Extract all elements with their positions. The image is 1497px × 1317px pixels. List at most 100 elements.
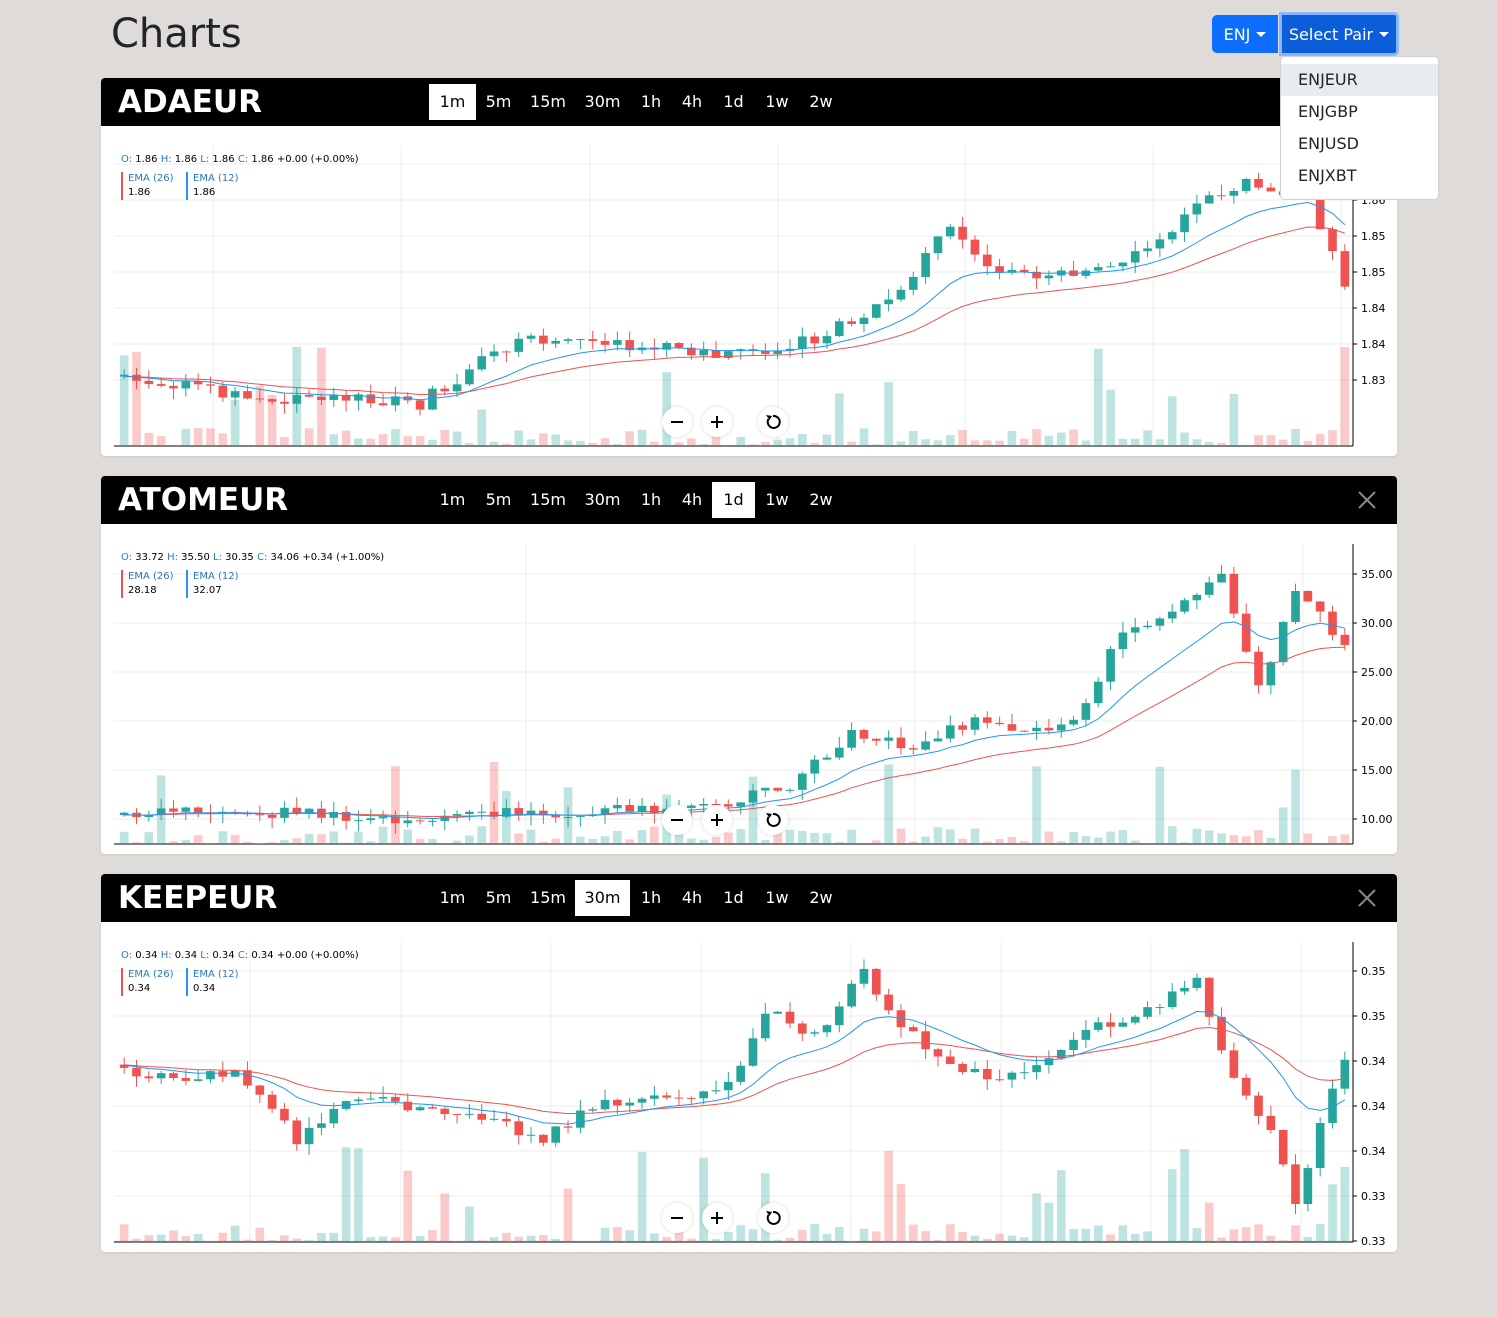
dropdown-item-enjusd[interactable]: ENJUSD xyxy=(1298,134,1359,153)
pair-select-button[interactable]: Select Pair xyxy=(1279,12,1399,56)
zoom-out-button[interactable] xyxy=(662,805,692,835)
reset-icon xyxy=(766,414,781,429)
timeframe-button-1h[interactable]: 1h xyxy=(640,490,662,509)
candle xyxy=(933,236,943,254)
volume-bar xyxy=(1204,830,1214,844)
timeframe-button-1h[interactable]: 1h xyxy=(640,888,662,907)
price-chart[interactable]: 35.00 30.00 25.00 20.00 15.00 10.00 xyxy=(101,524,1397,854)
volume-bar xyxy=(1303,833,1313,844)
volume-bar xyxy=(1019,841,1029,844)
y-tick-label: 35.00 xyxy=(1361,568,1393,581)
timeframe-button-1d[interactable]: 1d xyxy=(723,92,744,111)
zoom-in-button[interactable] xyxy=(702,407,732,437)
timeframe-button-2w[interactable]: 2w xyxy=(809,490,833,509)
candle xyxy=(280,1108,289,1121)
timeframe-button-4h[interactable]: 4h xyxy=(681,888,703,907)
volume-bar xyxy=(1278,1240,1288,1242)
timeframe-button-1w[interactable]: 1w xyxy=(765,92,789,111)
zoom-out-button[interactable] xyxy=(662,407,692,437)
candle xyxy=(1155,239,1165,249)
zoom-in-button[interactable] xyxy=(702,1203,732,1233)
timeframe-button-4h[interactable]: 4h xyxy=(681,92,703,111)
zoom-in-button[interactable] xyxy=(702,805,732,835)
timeframe-button-30m[interactable]: 30m xyxy=(584,92,621,111)
volume-bar xyxy=(945,435,955,446)
dropdown-item-enjxbt[interactable]: ENJXBT xyxy=(1298,166,1357,185)
reset-zoom-button[interactable] xyxy=(758,1203,788,1233)
timeframe-button-1m[interactable]: 1m xyxy=(439,888,466,907)
candle xyxy=(724,804,733,807)
timeframe-button-1w[interactable]: 1w xyxy=(765,888,789,907)
zoom-out-button[interactable] xyxy=(662,1203,692,1233)
candle xyxy=(341,394,351,401)
timeframe-button-1d[interactable]: 1d xyxy=(723,888,744,907)
timeframe-button-15m[interactable]: 15m xyxy=(530,888,566,907)
timeframe-button-5m[interactable]: 5m xyxy=(485,888,512,907)
timeframe-button-1h[interactable]: 1h xyxy=(640,92,662,111)
reset-zoom-button[interactable] xyxy=(758,805,788,835)
reset-zoom-button[interactable] xyxy=(758,407,788,437)
candle xyxy=(304,808,314,814)
timeframe-button-1d[interactable]: 1d xyxy=(712,482,755,518)
candle xyxy=(391,396,400,406)
candle xyxy=(1266,1115,1276,1130)
candle xyxy=(871,968,881,995)
candle xyxy=(1007,724,1017,731)
timeframe-button-30m[interactable]: 30m xyxy=(584,490,621,509)
coin-select-button[interactable]: ENJ xyxy=(1212,15,1278,53)
dropdown-item-enjgbp[interactable]: ENJGBP xyxy=(1298,102,1358,121)
volume-bar xyxy=(588,442,598,446)
candle xyxy=(502,808,511,817)
timeframe-button-1m[interactable]: 1m xyxy=(439,490,466,509)
candle xyxy=(600,1099,610,1110)
timeframe-button-15m[interactable]: 15m xyxy=(530,490,566,509)
candle xyxy=(514,1121,524,1136)
ema-12-label: EMA (12) xyxy=(193,969,239,980)
candle xyxy=(859,729,869,739)
candle xyxy=(1254,178,1263,188)
volume-bar xyxy=(206,843,215,844)
chart-header: ATOMEUR 1m 5m 15m 30m 1h 4h 1d 1w 2w xyxy=(101,476,1397,524)
candle xyxy=(613,340,622,345)
volume-bar xyxy=(144,1235,154,1242)
timeframe-button-4h[interactable]: 4h xyxy=(681,490,703,509)
volume-bar xyxy=(773,1239,782,1242)
ohlc-high-label: H: xyxy=(160,154,172,165)
volume-bar xyxy=(810,442,819,446)
timeframe-button-5m[interactable]: 5m xyxy=(485,490,512,509)
volume-bar xyxy=(1328,1184,1337,1242)
timeframe-button-1m[interactable]: 1m xyxy=(429,84,476,120)
volume-bar xyxy=(563,440,573,446)
volume-bar xyxy=(1167,396,1177,446)
candle xyxy=(1167,232,1177,240)
candle xyxy=(354,820,363,822)
timeframe-button-1w[interactable]: 1w xyxy=(765,490,789,509)
ohlc-close-label: C: xyxy=(237,154,249,165)
ohlc-legend: O: 1.86 H: 1.86 L: 1.86 C: 1.86 +0.00 (+… xyxy=(121,154,359,165)
minus-icon xyxy=(671,819,683,821)
volume-bar xyxy=(797,830,807,844)
timeframe-button-5m[interactable]: 5m xyxy=(485,92,512,111)
ema-12-legend: EMA (12) 0.34 xyxy=(186,968,239,996)
price-chart[interactable]: 1.86 1.86 1.85 1.85 1.84 1.84 1.83 xyxy=(101,126,1397,456)
volume-bar xyxy=(255,386,265,446)
timeframe-button-2w[interactable]: 2w xyxy=(809,888,833,907)
volume-bar xyxy=(267,1240,277,1242)
volume-bar xyxy=(502,1232,511,1242)
ohlc-high: 0.34 xyxy=(174,950,198,961)
volume-bar xyxy=(193,835,203,844)
volume-bar xyxy=(415,436,425,446)
close-icon[interactable] xyxy=(1355,886,1379,910)
close-icon[interactable] xyxy=(1355,488,1379,512)
y-tick-label: 0.33 xyxy=(1361,1190,1386,1203)
volume-bar xyxy=(662,1237,672,1242)
volume-bar xyxy=(871,444,881,446)
volume-bar xyxy=(785,438,795,446)
timeframe-button-15m[interactable]: 15m xyxy=(530,92,566,111)
candle xyxy=(169,808,178,812)
timeframe-button-2w[interactable]: 2w xyxy=(809,92,833,111)
dropdown-item-enjeur[interactable]: ENJEUR xyxy=(1281,64,1438,96)
timeframe-button-30m[interactable]: 30m xyxy=(575,880,630,916)
price-chart[interactable]: 0.35 0.35 0.34 0.34 0.34 0.33 0.33 xyxy=(101,922,1397,1252)
candle xyxy=(600,808,610,815)
